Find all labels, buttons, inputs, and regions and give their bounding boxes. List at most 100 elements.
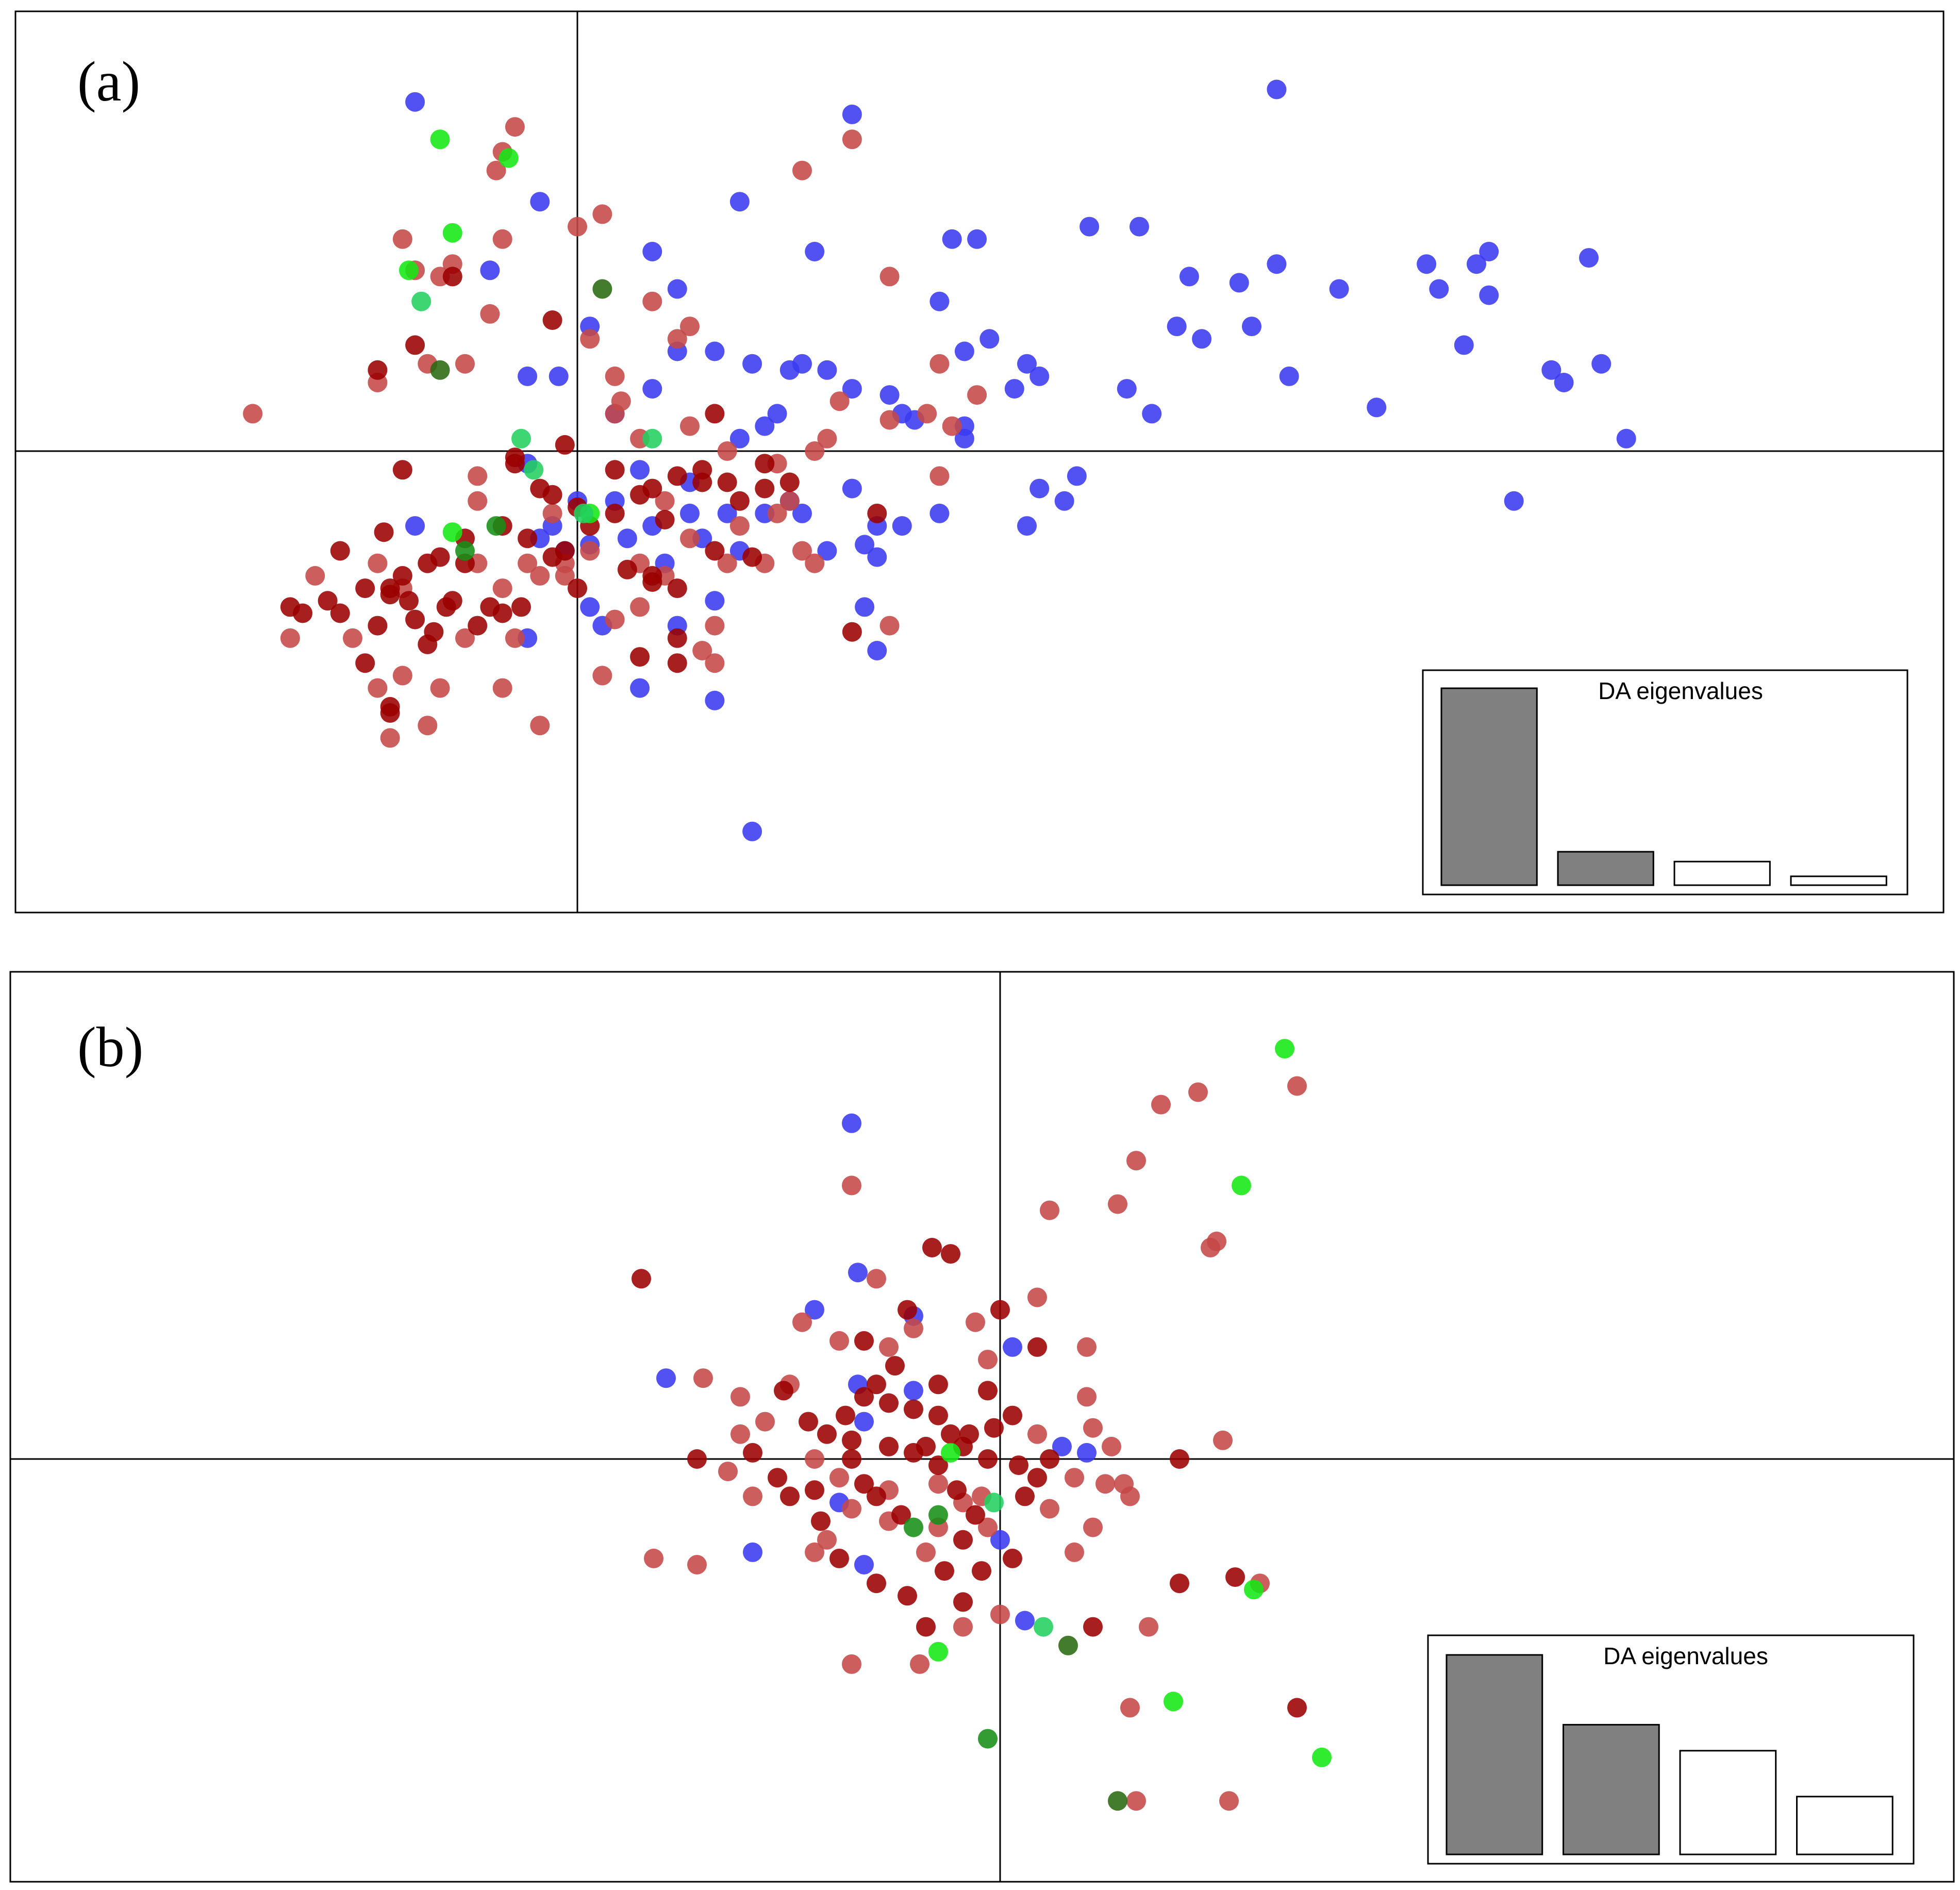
data-point [1102, 1436, 1121, 1456]
data-point [405, 92, 425, 112]
data-point [1067, 466, 1087, 486]
data-point [978, 1381, 998, 1401]
data-point [805, 1449, 824, 1469]
data-point [468, 616, 488, 636]
data-point [630, 597, 650, 617]
data-point [392, 460, 412, 480]
data-point [687, 1555, 707, 1574]
data-point [580, 541, 600, 561]
data-point [774, 1381, 793, 1401]
data-point [542, 503, 562, 523]
data-point [854, 1331, 874, 1351]
data-point [505, 628, 525, 648]
data-point [842, 379, 862, 399]
data-point [1003, 1405, 1022, 1425]
panel-label: (a) [77, 50, 140, 113]
data-point [1003, 1548, 1022, 1568]
data-point [1479, 242, 1499, 261]
data-point [705, 404, 725, 424]
data-point [879, 385, 900, 405]
data-point [1454, 335, 1474, 355]
data-point [1077, 1387, 1097, 1407]
series-6 [455, 516, 506, 561]
data-point [817, 541, 837, 561]
data-point [392, 666, 412, 686]
data-point [518, 366, 538, 386]
data-point [1027, 1287, 1047, 1307]
eigenvalue-bar [1563, 1723, 1660, 1855]
data-point [842, 1430, 861, 1450]
data-point [655, 510, 675, 529]
data-point [605, 366, 625, 386]
eigenvalue-bar [1796, 1796, 1893, 1855]
data-point [632, 1269, 651, 1289]
data-point [1467, 254, 1486, 274]
data-point [917, 404, 937, 424]
data-point [1065, 1468, 1084, 1488]
data-point [879, 410, 900, 430]
data-point [617, 559, 637, 579]
data-point [680, 503, 700, 523]
eigenvalue-bar [1679, 1750, 1777, 1855]
data-point [305, 566, 325, 586]
data-point [928, 1642, 948, 1662]
data-point [486, 516, 506, 536]
data-point [1279, 366, 1299, 386]
data-point [935, 1561, 954, 1581]
data-point [343, 628, 362, 648]
data-point [941, 1424, 960, 1444]
data-point [1219, 1791, 1239, 1811]
data-point [592, 666, 612, 686]
data-point [580, 329, 600, 349]
data-point [455, 541, 475, 561]
data-point [549, 366, 569, 386]
data-point [405, 609, 425, 629]
data-point [630, 460, 650, 480]
data-point [611, 391, 631, 411]
data-point [630, 485, 650, 505]
data-point [1242, 317, 1261, 337]
data-point [436, 597, 456, 617]
data-point [805, 1300, 824, 1320]
data-point [742, 354, 762, 374]
data-point [511, 597, 531, 617]
eigenvalue-bar [1440, 687, 1538, 886]
data-point [829, 391, 850, 411]
data-point [705, 591, 725, 611]
data-point [1015, 1486, 1035, 1506]
data-point [1120, 1698, 1140, 1718]
data-point [717, 553, 737, 573]
data-point [755, 416, 775, 436]
data-point [928, 1405, 948, 1425]
data-point [854, 1387, 874, 1407]
data-point [730, 1424, 750, 1444]
data-point [280, 628, 300, 648]
data-point [1040, 1200, 1059, 1220]
data-point [505, 447, 525, 468]
data-point [990, 1300, 1010, 1320]
data-point [916, 1436, 936, 1456]
data-point [730, 1387, 750, 1407]
data-point [879, 267, 900, 287]
data-point [1267, 79, 1287, 100]
data-point [280, 597, 300, 617]
data-point [692, 472, 712, 492]
data-point [990, 1604, 1010, 1624]
eigenvalue-bar [1790, 875, 1887, 886]
data-point [742, 547, 762, 567]
data-point [568, 578, 587, 599]
data-point [755, 454, 775, 474]
series-4 [928, 1039, 1332, 1767]
data-point [867, 1269, 886, 1289]
data-point [605, 609, 625, 629]
data-point [1027, 1337, 1047, 1357]
data-point [817, 1530, 837, 1550]
data-point [1329, 279, 1349, 299]
data-point [1077, 1443, 1097, 1463]
data-point [680, 317, 700, 337]
data-point [953, 1617, 973, 1637]
data-point [885, 1356, 905, 1376]
data-point [729, 516, 750, 536]
data-point [655, 491, 675, 511]
